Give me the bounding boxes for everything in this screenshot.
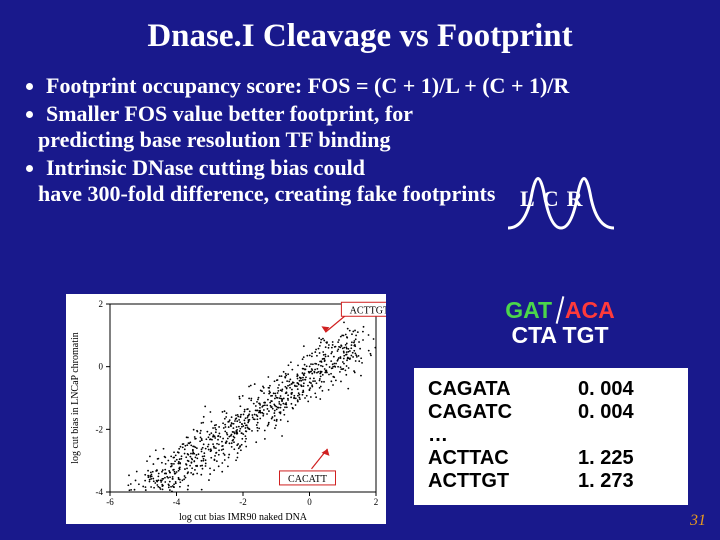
bias-table: CAGATA0. 004CAGATC0. 004…ACTTAC1. 225ACT… [414,368,688,505]
svg-text:2: 2 [99,299,104,309]
page-title: Dnase.I Cleavage vs Footprint [0,0,720,73]
motif-top-left: GAT [505,297,552,323]
table-seq: CAGATA [428,378,578,401]
bullet-1: Footprint occupancy score: FOS = (C + 1)… [46,73,690,99]
bullet-2-cont: predicting base resolution TF binding [38,127,690,153]
table-row: ACTTGT1. 273 [428,470,674,493]
svg-text:ACTTGT: ACTTGT [350,305,386,316]
svg-text:CACATT: CACATT [288,474,327,485]
svg-text:0: 0 [307,497,312,507]
table-row: CAGATA0. 004 [428,378,674,401]
peak-label-c: C [543,186,567,211]
svg-text:-2: -2 [239,497,247,507]
svg-text:2: 2 [374,497,379,507]
table-val: 1. 273 [578,470,674,493]
svg-text:-2: -2 [96,424,104,434]
table-row: … [428,424,674,447]
svg-text:-4: -4 [173,497,181,507]
peak-label-l: L [520,186,543,211]
motif-top-row: GAT ACA [505,298,614,323]
motif-top-right: ACA [565,297,615,323]
bullet-1-text: Footprint occupancy score: FOS = (C + 1)… [46,73,569,98]
table-val: 1. 225 [578,447,674,470]
bullet-2: Smaller FOS value better footprint, forp… [46,101,690,153]
motif-bottom: CTA TGT [460,323,660,348]
peaks-labels: LCR [520,186,590,212]
page-number: 31 [690,512,706,530]
svg-text:-6: -6 [106,497,114,507]
table-val: 0. 004 [578,378,674,401]
svg-text:0: 0 [99,362,104,372]
table-row: ACTTAC1. 225 [428,447,674,470]
svg-text:-4: -4 [96,487,104,497]
svg-text:log cut bias in LNCaP chromati: log cut bias in LNCaP chromatin [70,332,81,464]
peak-label-r: R [567,186,591,211]
bullet-3-text: Intrinsic DNase cutting bias could [46,155,365,180]
table-seq: … [428,424,578,447]
table-seq: CAGATC [428,401,578,424]
motif-sequence: GAT ACA CTA TGT [460,298,660,349]
scatter-plot: -6-4-202-4-202log cut bias IMR90 naked D… [66,294,386,524]
table-val: 0. 004 [578,401,674,424]
table-val [578,424,674,447]
table-seq: ACTTAC [428,447,578,470]
bullet-2-text: Smaller FOS value better footprint, for [46,101,413,126]
table-row: CAGATC0. 004 [428,401,674,424]
svg-text:log cut bias IMR90 naked DNA: log cut bias IMR90 naked DNA [179,512,308,523]
table-seq: ACTTGT [428,470,578,493]
